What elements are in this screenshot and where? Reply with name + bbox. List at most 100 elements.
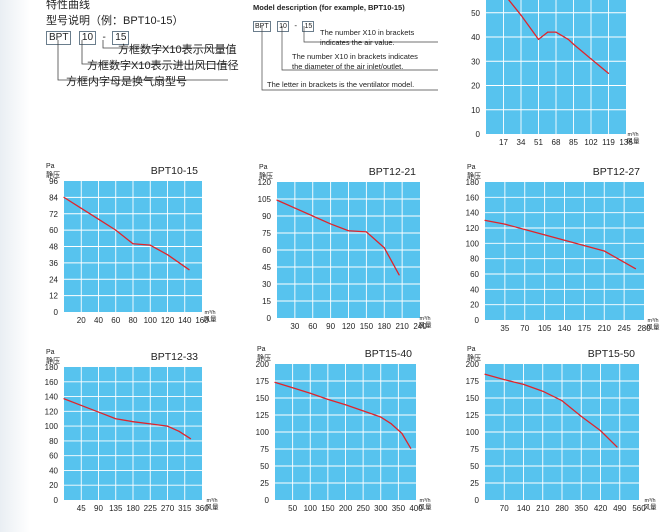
x-tick-label: 70 bbox=[500, 504, 509, 513]
x-axis-label: 风量 bbox=[644, 503, 658, 511]
y-tick-label: 0 bbox=[54, 308, 59, 317]
gridlines bbox=[275, 364, 416, 500]
data-point bbox=[347, 230, 350, 232]
y-tick-label: 80 bbox=[49, 437, 58, 446]
y-tick-label: 40 bbox=[471, 33, 480, 42]
y-unit-label: Pa bbox=[257, 346, 266, 353]
data-point bbox=[563, 239, 566, 241]
x-tick-label: 150 bbox=[360, 322, 374, 331]
data-point bbox=[365, 231, 367, 233]
y-tick-label: 75 bbox=[470, 445, 479, 454]
y-tick-label: 12 bbox=[49, 292, 58, 301]
y-tick-label: 80 bbox=[470, 255, 479, 264]
x-tick-label: 60 bbox=[308, 322, 317, 331]
en-dash: - bbox=[294, 21, 297, 30]
x-unit-label: m³/h bbox=[207, 498, 218, 504]
data-point bbox=[542, 390, 544, 392]
data-point bbox=[410, 447, 412, 449]
x-tick-label: 40 bbox=[94, 316, 103, 325]
y-tick-label: 180 bbox=[45, 363, 59, 372]
y-tick-label: 40 bbox=[49, 466, 58, 475]
data-point bbox=[309, 392, 311, 394]
y-tick-label: 50 bbox=[260, 462, 269, 471]
x-tick-label: 90 bbox=[326, 322, 335, 331]
x-tick-label: 102 bbox=[584, 138, 598, 147]
x-tick-label: 180 bbox=[126, 504, 140, 513]
x-tick-label: 150 bbox=[321, 504, 335, 513]
y-tick-label: 120 bbox=[45, 407, 59, 416]
series-line bbox=[276, 199, 400, 276]
y-tick-label: 140 bbox=[45, 393, 59, 402]
x-unit-label: m³/h bbox=[645, 498, 656, 504]
data-point bbox=[327, 398, 329, 400]
data-point bbox=[178, 430, 180, 432]
gridlines bbox=[64, 367, 202, 500]
x-tick-label: 200 bbox=[339, 504, 353, 513]
x-tick-label: 105 bbox=[538, 324, 552, 333]
data-point bbox=[97, 411, 100, 413]
x-axis-label: 风量 bbox=[419, 321, 433, 329]
x-tick-label: 240 bbox=[413, 322, 427, 331]
en-note-type: The letter in brackets is the ventilator… bbox=[267, 80, 415, 89]
data-point bbox=[504, 223, 506, 225]
cn-box-air: 15 bbox=[112, 31, 130, 45]
x-tick-label: 30 bbox=[290, 322, 299, 331]
x-axis-label: 风量 bbox=[204, 315, 218, 323]
y-tick-label: 200 bbox=[466, 360, 480, 369]
data-point bbox=[383, 247, 385, 249]
x-tick-label: 490 bbox=[613, 504, 627, 513]
y-tick-label: 30 bbox=[471, 57, 480, 66]
data-point bbox=[390, 423, 392, 425]
x-tick-label: 60 bbox=[111, 316, 120, 325]
y-unit-label: Pa bbox=[46, 163, 55, 170]
y-axis-label: 静压 bbox=[467, 171, 481, 180]
x-tick-label: 17 bbox=[499, 138, 508, 147]
y-tick-label: 50 bbox=[470, 462, 479, 471]
data-point bbox=[401, 432, 403, 434]
data-point bbox=[572, 43, 575, 45]
x-unit-label: m³/h bbox=[648, 318, 659, 324]
data-point bbox=[80, 404, 82, 407]
y-unit-label: Pa bbox=[259, 164, 268, 171]
y-tick-label: 0 bbox=[475, 496, 480, 505]
x-tick-label: 20 bbox=[77, 316, 86, 325]
y-tick-label: 40 bbox=[470, 285, 479, 294]
data-point bbox=[484, 219, 486, 221]
y-tick-label: 105 bbox=[258, 195, 272, 204]
y-tick-label: 100 bbox=[466, 428, 480, 437]
chart-title: BPT12-21 bbox=[369, 166, 416, 178]
cn-note-type: 方框内字母是换气扇型号 bbox=[66, 76, 187, 88]
cn-dash: - bbox=[102, 32, 106, 43]
y-tick-label: 15 bbox=[262, 297, 271, 306]
x-tick-label: 140 bbox=[178, 316, 192, 325]
x-tick-label: 210 bbox=[395, 322, 409, 331]
data-point bbox=[166, 425, 169, 427]
y-tick-label: 75 bbox=[260, 445, 269, 454]
x-unit-label: m³/h bbox=[420, 316, 431, 322]
x-tick-label: 315 bbox=[178, 504, 192, 513]
x-tick-label: 160 bbox=[195, 316, 209, 325]
y-tick-label: 125 bbox=[256, 411, 270, 420]
x-tick-label: 85 bbox=[569, 138, 578, 147]
x-tick-label: 34 bbox=[517, 138, 526, 147]
y-tick-label: 0 bbox=[476, 130, 481, 139]
data-point bbox=[555, 31, 557, 33]
data-point bbox=[616, 446, 618, 448]
x-tick-label: 119 bbox=[602, 138, 615, 147]
data-point bbox=[561, 400, 563, 402]
data-point bbox=[188, 269, 190, 271]
y-tick-label: 25 bbox=[260, 479, 269, 488]
en-box-diameter: 10 bbox=[277, 21, 289, 32]
x-tick-label: 175 bbox=[578, 324, 592, 333]
y-tick-label: 100 bbox=[256, 428, 270, 437]
y-tick-label: 150 bbox=[256, 394, 270, 403]
x-tick-label: 90 bbox=[94, 504, 103, 513]
cn-note-air: 方框数字X10表示风量值 bbox=[118, 44, 237, 56]
y-axis-label: 静压 bbox=[259, 171, 273, 180]
data-point bbox=[132, 421, 134, 423]
x-tick-label: 50 bbox=[288, 504, 297, 513]
y-tick-label: 100 bbox=[45, 422, 59, 431]
y-axis-label: 静压 bbox=[46, 356, 60, 365]
data-point bbox=[274, 381, 276, 383]
